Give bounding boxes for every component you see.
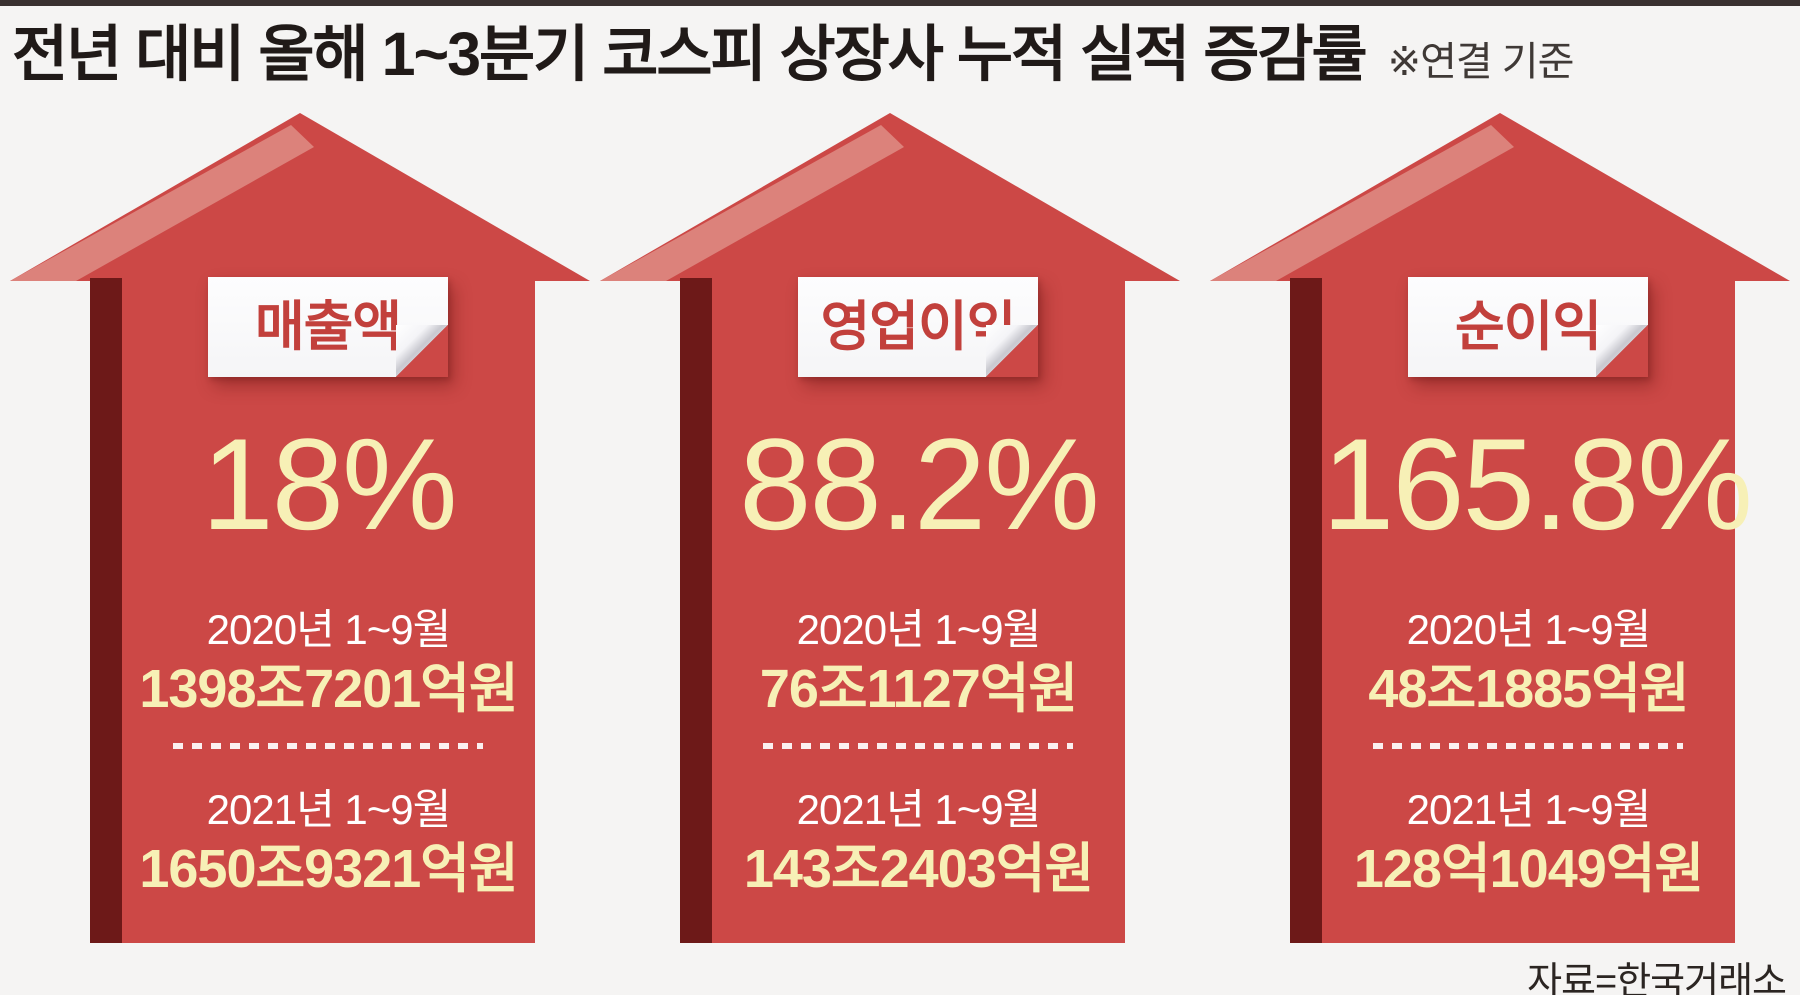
title-basis-note: ※연결 기준 [1387,40,1575,84]
arrow-shaft-stripe [680,278,712,943]
arrow-shaft [90,278,535,943]
growth-rate-value: 165.8% [1322,411,1753,557]
growth-rate-value: 18% [201,411,457,557]
arrow-head-icon [10,113,590,281]
arrow-head-icon [600,113,1180,281]
note-folded-corner-icon [986,325,1038,377]
category-note: 영업이익 [798,277,1038,377]
category-note: 순이익 [1408,277,1648,377]
amount-2021-value: 143조2403억원 [743,839,1094,899]
amount-2020-value: 1398조7201억원 [139,659,518,719]
category-label: 영업이익 [820,297,1017,357]
data-source-credit: 자료=한국거래소 [1527,961,1787,995]
growth-rate-value: 88.2% [739,411,1100,557]
arrow-shaft-stripe [1290,278,1322,943]
amount-2021-value: 1650조9321억원 [139,839,518,899]
amount-2020-value: 48조1885억원 [1368,659,1689,719]
amount-2021-value: 128억1049억원 [1353,839,1704,899]
arrow-revenue: 매출액 18% 2020년 1~9월 1398조7201억원 2021년 1~9… [10,113,590,943]
note-folded-corner-icon [1596,325,1648,377]
top-border-bar [0,0,1800,6]
arrow-shaft-stripe [90,278,122,943]
category-note: 매출액 [208,277,448,377]
amount-2020-value: 76조1127억원 [759,659,1078,719]
arrow-head-icon [1210,113,1790,281]
page-title: 전년 대비 올해 1~3분기 코스피 상장사 누적 실적 증감률 [12,20,1368,88]
dashed-divider [763,743,1073,749]
period-2021-label: 2021년 1~9월 [1406,786,1652,833]
arrow-shaft [680,278,1125,943]
period-2020-label: 2020년 1~9월 [206,606,452,653]
header: 전년 대비 올해 1~3분기 코스피 상장사 누적 실적 증감률 ※연결 기준 [12,20,1575,88]
period-2020-label: 2020년 1~9월 [796,606,1042,653]
period-2021-label: 2021년 1~9월 [796,786,1042,833]
note-folded-corner-icon [396,325,448,377]
category-label: 매출액 [254,297,402,357]
dashed-divider [1373,743,1683,749]
category-label: 순이익 [1454,297,1602,357]
period-2021-label: 2021년 1~9월 [206,786,452,833]
dashed-divider [173,743,483,749]
arrow-shaft [1290,278,1735,943]
arrow-operating-profit: 영업이익 88.2% 2020년 1~9월 76조1127억원 2021년 1~… [600,113,1180,943]
period-2020-label: 2020년 1~9월 [1406,606,1652,653]
arrow-net-profit: 순이익 165.8% 2020년 1~9월 48조1885억원 2021년 1~… [1210,113,1790,943]
